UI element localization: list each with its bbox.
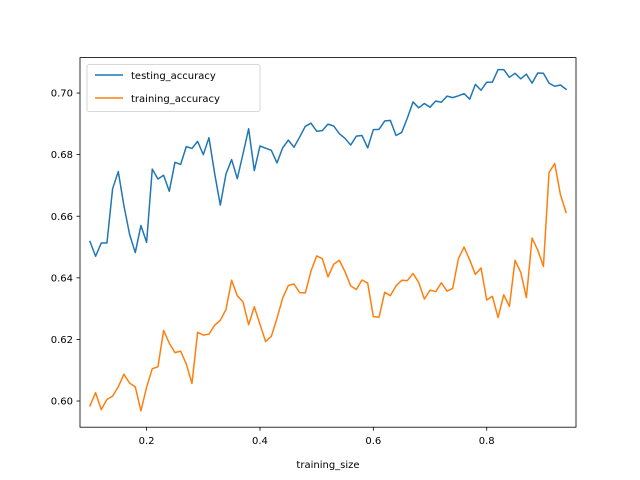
legend: testing_accuracy training_accuracy	[86, 64, 261, 112]
series-testing-accuracy	[88, 68, 568, 258]
y-tick-label: 0.66	[51, 212, 73, 223]
plot-frame	[79, 57, 577, 428]
y-tick-label: 0.60	[51, 397, 73, 408]
series-line-training-accuracy	[88, 162, 568, 412]
legend-box	[86, 64, 261, 112]
x-axis: 0.2 0.4 0.6 0.8	[139, 427, 495, 447]
y-tick-label: 0.70	[51, 89, 73, 100]
x-axis-title: training_size	[296, 460, 359, 471]
legend-label-testing-accuracy: testing_accuracy	[131, 71, 216, 82]
x-tick-label: 0.8	[479, 436, 495, 447]
y-tick-label: 0.68	[51, 150, 73, 161]
x-tick-label: 0.2	[139, 436, 155, 447]
x-tick-label: 0.4	[252, 436, 268, 447]
y-tick-label: 0.62	[51, 335, 73, 346]
y-tick-label: 0.64	[51, 273, 73, 284]
legend-label-training-accuracy: training_accuracy	[131, 94, 220, 105]
series-layer	[88, 68, 568, 412]
x-tick-label: 0.6	[365, 436, 381, 447]
series-line-testing-accuracy	[88, 68, 568, 258]
series-training-accuracy	[88, 162, 568, 412]
y-axis: 0.60 0.62 0.64 0.66 0.68 0.70	[51, 89, 80, 408]
